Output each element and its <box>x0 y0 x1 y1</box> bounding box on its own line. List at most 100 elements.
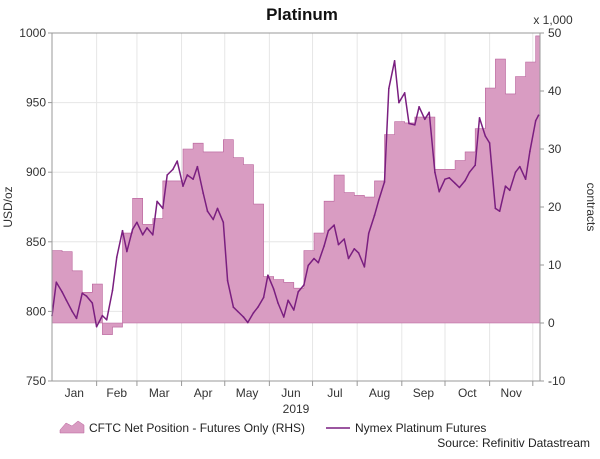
line-point-nymex <box>232 306 235 309</box>
chart-title: Platinum <box>266 5 338 24</box>
y-tick-label-left: 950 <box>26 96 46 110</box>
x-tick-label-month: Nov <box>501 386 522 400</box>
line-point-nymex <box>478 117 481 119</box>
line-point-nymex <box>444 178 446 180</box>
axis-ticks: 750 800 850 900 950 1000 -10 0 10 20 30 40 50 Jan Feb M… <box>19 26 565 400</box>
x-tick-label-month: Jan <box>65 386 84 400</box>
line-point-nymex <box>257 306 259 309</box>
line-point-nymex <box>287 299 289 302</box>
x-axis-year-label: 2019 <box>283 402 310 416</box>
legend-item-nymex: Nymex Platinum Futures <box>326 421 486 435</box>
line-point-nymex <box>424 118 426 121</box>
line-point-nymex <box>65 299 68 302</box>
line-point-nymex <box>529 150 531 153</box>
line-point-nymex <box>537 114 540 116</box>
line-point-nymex <box>514 171 517 173</box>
line-point-nymex <box>95 325 98 328</box>
x-tick-label-month: May <box>236 386 259 400</box>
line-point-nymex <box>101 314 104 317</box>
line-point-nymex <box>428 111 430 114</box>
line-point-nymex <box>484 135 487 137</box>
line-point-nymex <box>91 302 94 304</box>
line-point-nymex <box>176 160 179 162</box>
line-point-nymex <box>277 302 279 304</box>
x-tick-label-month: Feb <box>106 386 127 400</box>
line-point-nymex <box>357 252 360 254</box>
line-point-nymex <box>468 171 471 173</box>
line-point-nymex <box>504 185 507 187</box>
y-tick-label-right: 40 <box>548 84 562 98</box>
legend-label-nymex: Nymex Platinum Futures <box>355 421 486 435</box>
line-point-nymex <box>327 229 330 232</box>
x-tick-label-month: Aug <box>369 386 390 400</box>
line-point-nymex <box>61 291 63 293</box>
y-tick-label-right: 0 <box>548 316 555 330</box>
line-point-nymex <box>252 311 255 314</box>
line-point-nymex <box>146 227 148 229</box>
line-point-nymex <box>156 200 158 203</box>
line-point-nymex <box>206 210 209 212</box>
line-point-nymex <box>383 181 386 183</box>
line-point-nymex <box>85 295 88 297</box>
line-point-nymex <box>115 256 118 258</box>
line-series-nymex <box>51 60 540 328</box>
line-point-nymex <box>293 309 295 311</box>
line-point-nymex <box>55 281 58 283</box>
line-point-nymex <box>81 292 84 295</box>
line-point-nymex <box>434 171 436 173</box>
line-point-nymex <box>353 247 356 250</box>
line-point-nymex <box>196 165 199 168</box>
line-point-nymex <box>121 229 124 232</box>
line-series-layer <box>51 60 540 328</box>
line-point-nymex <box>438 190 441 193</box>
y-axis-label-right: contracts <box>584 183 598 232</box>
line-point-nymex <box>222 221 225 224</box>
right-axis-multiplier: x 1,000 <box>533 13 573 27</box>
line-point-nymex <box>347 257 350 260</box>
line-point-nymex <box>267 274 269 277</box>
y-tick-label-left: 750 <box>26 374 46 388</box>
line-point-nymex <box>126 250 128 253</box>
line-point-nymex <box>393 60 396 62</box>
line-point-nymex <box>192 178 194 180</box>
y-tick-label-left: 1000 <box>19 26 46 40</box>
line-point-nymex <box>398 101 400 104</box>
line-point-nymex <box>317 261 320 264</box>
line-point-nymex <box>131 228 134 231</box>
line-point-nymex <box>363 266 366 268</box>
line-point-nymex <box>242 316 245 318</box>
y-tick-label-right: -10 <box>548 374 566 388</box>
x-tick-label-month: Jun <box>281 386 300 400</box>
line-point-nymex <box>519 165 521 168</box>
line-point-nymex <box>448 176 451 179</box>
line-point-nymex <box>282 316 285 318</box>
line-point-nymex <box>297 291 299 293</box>
line-point-nymex <box>105 318 108 321</box>
line-point-nymex <box>458 186 461 189</box>
y-tick-label-right: 50 <box>548 26 562 40</box>
legend-item-cftc: CFTC Net Position - Futures Only (RHS) <box>59 420 305 435</box>
line-point-nymex <box>71 310 73 313</box>
line-point-nymex <box>303 284 305 286</box>
line-point-nymex <box>236 310 239 313</box>
y-tick-label-right: 10 <box>548 258 562 272</box>
line-point-nymex <box>508 189 511 192</box>
x-tick-label-month: Apr <box>194 386 213 400</box>
line-point-nymex <box>367 232 370 235</box>
x-tick-label-month: Oct <box>458 386 477 400</box>
line-point-nymex <box>418 105 420 108</box>
line-point-nymex <box>162 207 164 210</box>
line-point-nymex <box>216 207 219 210</box>
legend-swatch-area <box>59 420 85 434</box>
line-point-nymex <box>202 192 204 194</box>
x-tick-label-month: Mar <box>149 386 170 400</box>
line-point-nymex <box>373 214 376 217</box>
source-note: Source: Refinitiv Datastream <box>437 436 590 450</box>
line-point-nymex <box>313 257 315 260</box>
line-point-nymex <box>454 182 456 185</box>
line-point-nymex <box>377 199 380 201</box>
line-point-nymex <box>403 92 406 94</box>
line-point-nymex <box>75 317 78 320</box>
area-series-cftc <box>51 35 541 335</box>
